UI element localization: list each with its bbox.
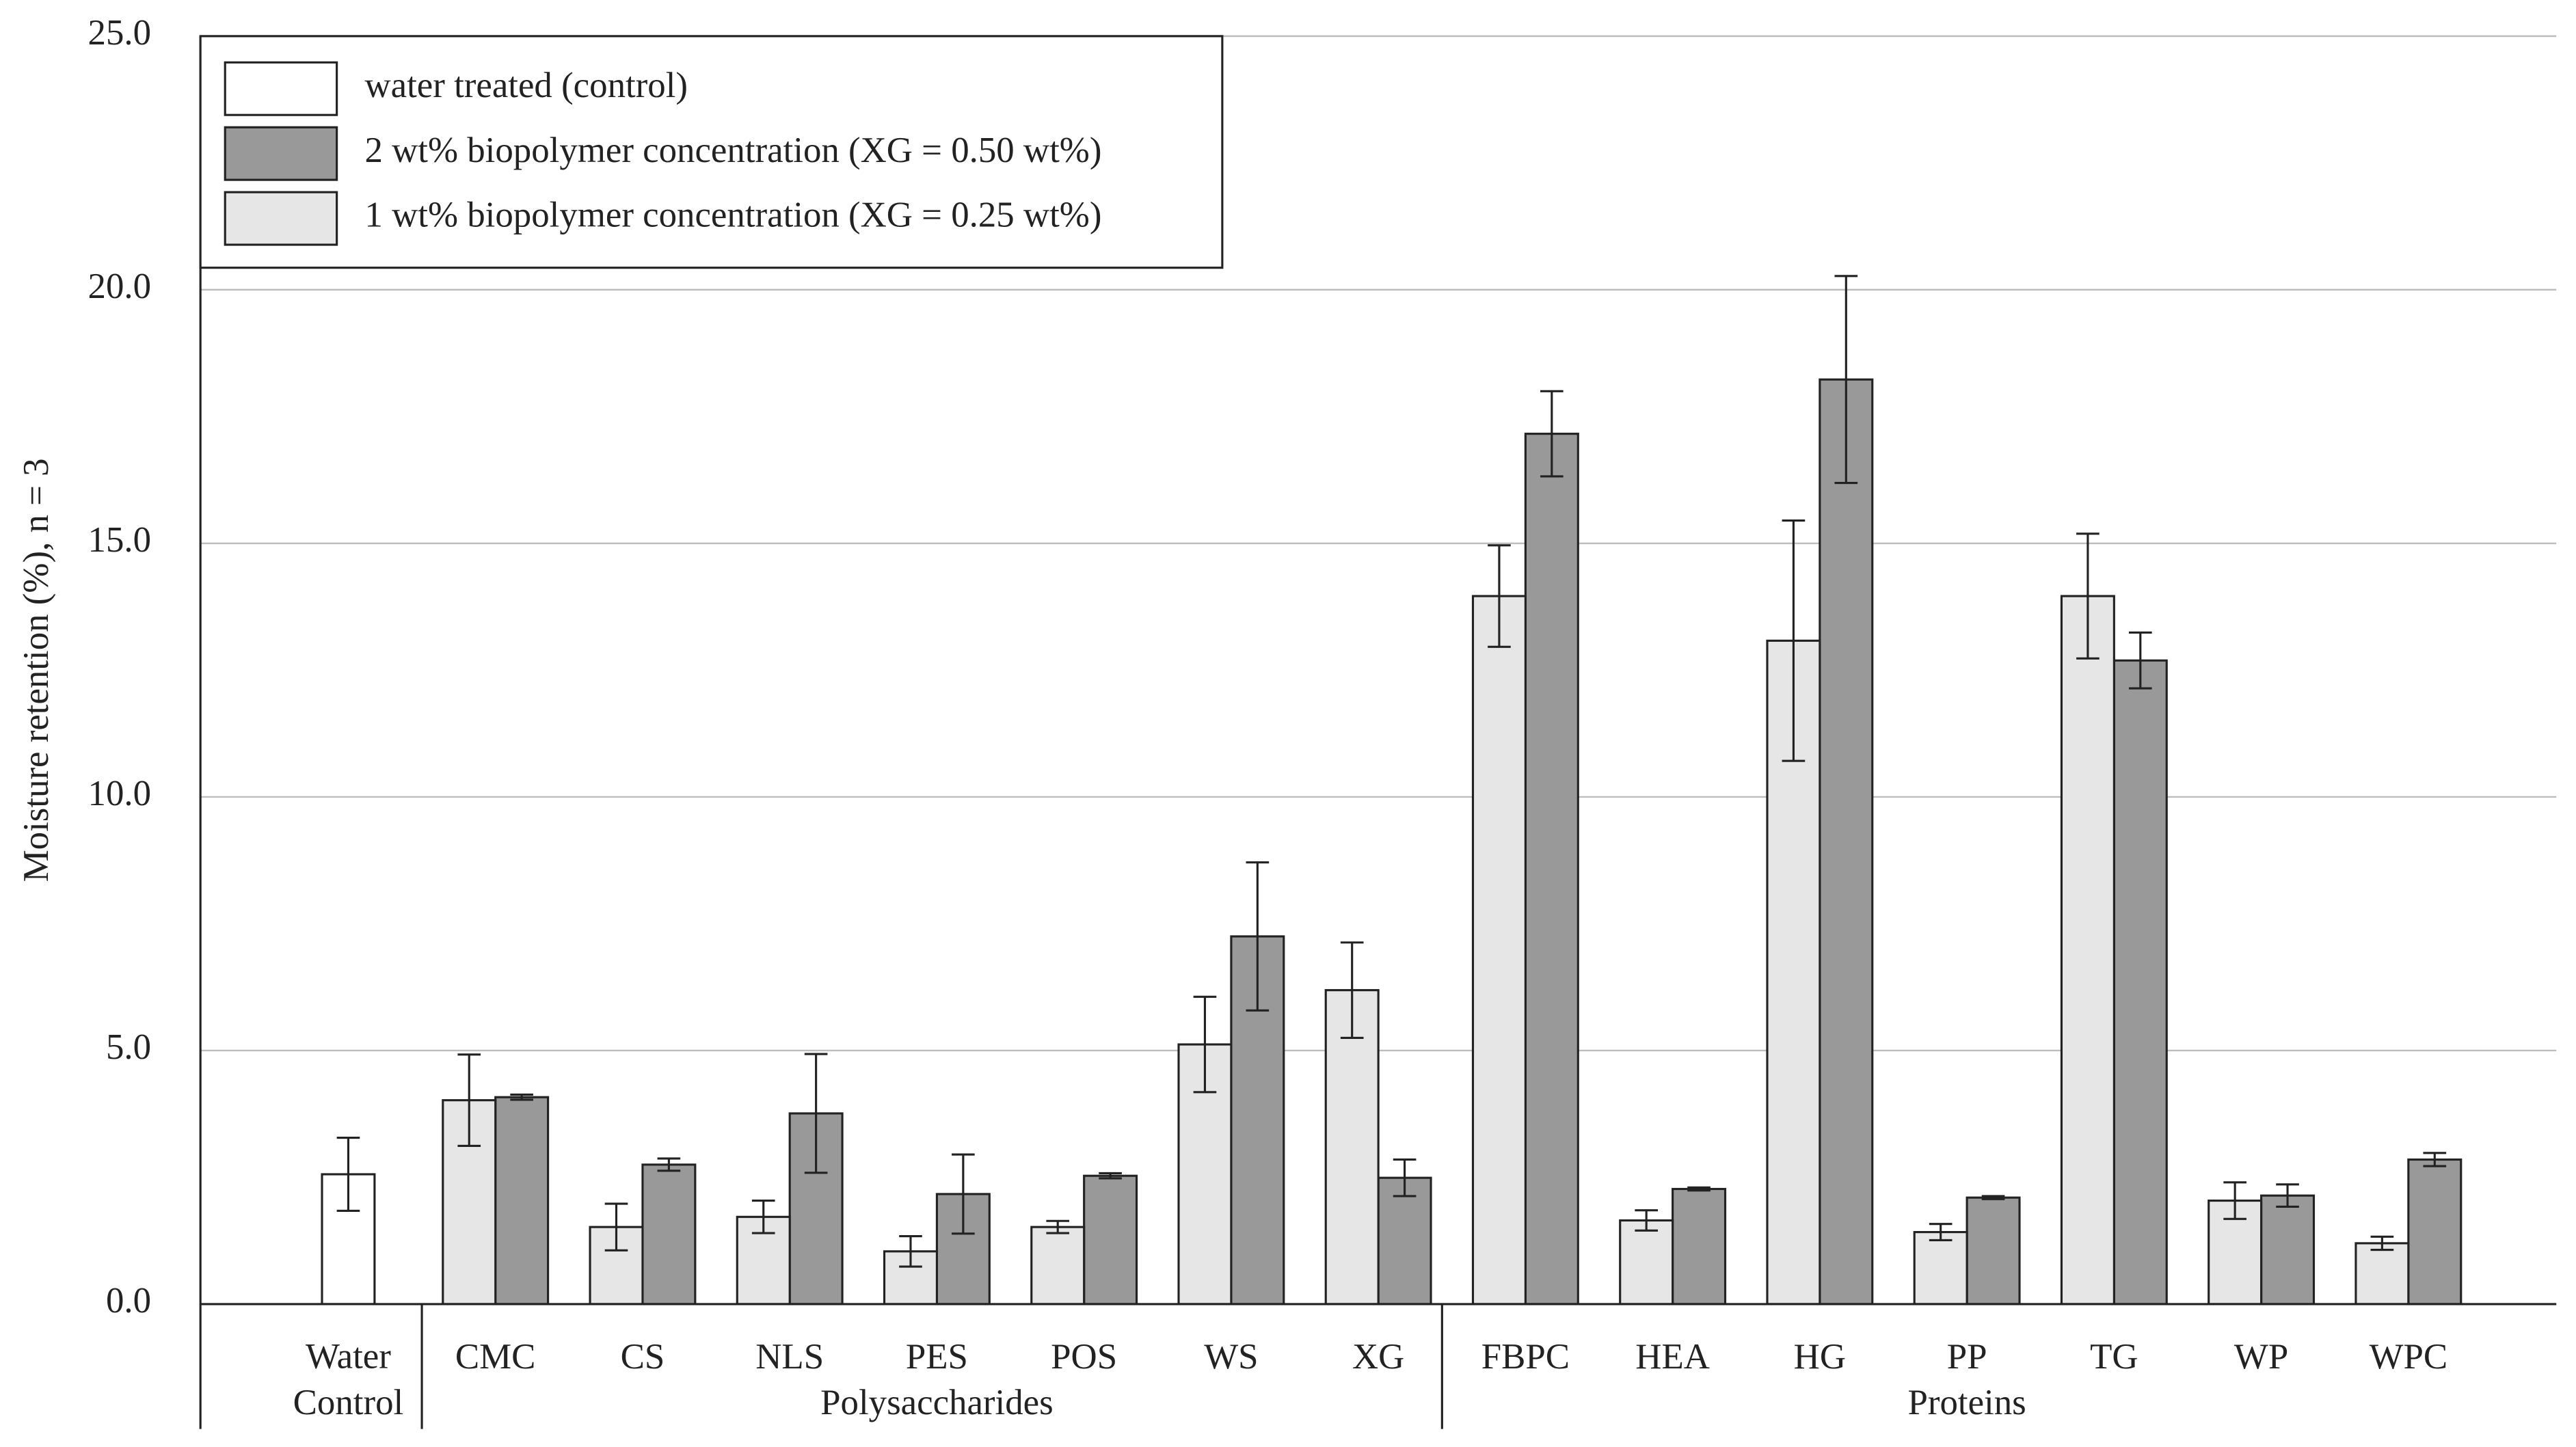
error-bar	[1340, 941, 1364, 1039]
bar	[494, 1096, 550, 1306]
y-tick-label: 25.0	[88, 13, 152, 53]
legend-swatch	[224, 191, 338, 246]
x-tick-label: FBPC	[1481, 1337, 1570, 1377]
y-tick-label: 10.0	[88, 774, 152, 813]
bar	[1083, 1174, 1138, 1306]
error-bar	[1540, 390, 1564, 478]
bar	[2260, 1194, 2316, 1306]
x-tick-label: HEA	[1635, 1337, 1710, 1377]
x-tick-label: TG	[2090, 1337, 2138, 1377]
x-tick-label: WPC	[2370, 1337, 2448, 1377]
error-bar	[1046, 1219, 1070, 1234]
x-tick-label: CS	[621, 1337, 665, 1377]
error-bar	[804, 1053, 828, 1174]
error-bar	[1393, 1158, 1417, 1198]
error-bar	[1635, 1209, 1659, 1232]
bar	[1030, 1226, 1086, 1306]
y-tick-label: 5.0	[106, 1027, 151, 1067]
error-bar	[1246, 861, 1270, 1012]
y-axis-label: Moisture retention (%), n = 3	[16, 458, 56, 882]
error-bar	[2128, 631, 2152, 690]
bar	[2112, 659, 2168, 1306]
error-bar	[457, 1053, 481, 1147]
x-tick-label: CMC	[455, 1337, 536, 1377]
legend-swatch	[224, 126, 338, 181]
error-bar	[1687, 1186, 1710, 1192]
legend-swatch	[224, 61, 338, 116]
x-tick-label: XG	[1352, 1337, 1404, 1377]
group-label: Polysaccharides	[820, 1383, 1054, 1422]
y-tick-label: 15.0	[88, 520, 152, 560]
x-tick-label: Water Control	[293, 1337, 404, 1422]
bar	[2407, 1158, 2463, 1306]
error-bar	[952, 1153, 975, 1235]
bar	[641, 1163, 697, 1306]
bar	[1913, 1231, 1968, 1306]
bar	[1524, 433, 1579, 1306]
error-bar	[657, 1157, 681, 1172]
legend-label: 1 wt% biopolymer concentration (XG = 0.2…	[364, 195, 1101, 235]
x-tick-label: PES	[906, 1337, 968, 1377]
error-bar	[604, 1202, 628, 1252]
y-tick-label: 0.0	[106, 1281, 151, 1321]
error-bar	[2423, 1152, 2447, 1167]
error-bar	[1193, 995, 1217, 1094]
bar	[1965, 1196, 2021, 1306]
bar	[1819, 378, 1874, 1306]
error-bar	[2276, 1183, 2299, 1208]
legend-label: water treated (control)	[364, 66, 688, 105]
legend-label: 2 wt% biopolymer concentration (XG = 0.5…	[364, 131, 1101, 170]
error-bar	[1782, 519, 1806, 762]
x-tick-label: HG	[1794, 1337, 1846, 1377]
bar	[1619, 1219, 1674, 1306]
x-tick-label: WS	[1204, 1337, 1258, 1377]
bar	[2060, 595, 2115, 1306]
error-bar	[2076, 532, 2099, 660]
group-label: Proteins	[1907, 1383, 2026, 1422]
error-bar	[1099, 1172, 1122, 1180]
error-bar	[1488, 544, 1511, 648]
x-tick-label: POS	[1051, 1337, 1117, 1377]
y-tick-label: 20.0	[88, 267, 152, 306]
bar	[2354, 1242, 2410, 1306]
error-bar	[336, 1136, 360, 1212]
x-tick-label: PP	[1947, 1337, 1987, 1377]
bar	[1672, 1187, 1727, 1306]
x-tick-label: NLS	[755, 1337, 824, 1377]
error-bar	[1981, 1195, 2005, 1200]
error-bar	[751, 1200, 775, 1234]
error-bar	[1834, 275, 1858, 485]
error-bar	[510, 1093, 533, 1101]
error-bar	[2223, 1181, 2246, 1220]
x-tick-label: WP	[2234, 1337, 2288, 1377]
error-bar	[899, 1234, 922, 1268]
error-bar	[1929, 1223, 1953, 1242]
legend-box	[199, 35, 1224, 269]
bar	[1471, 595, 1527, 1306]
error-bar	[2370, 1235, 2394, 1252]
